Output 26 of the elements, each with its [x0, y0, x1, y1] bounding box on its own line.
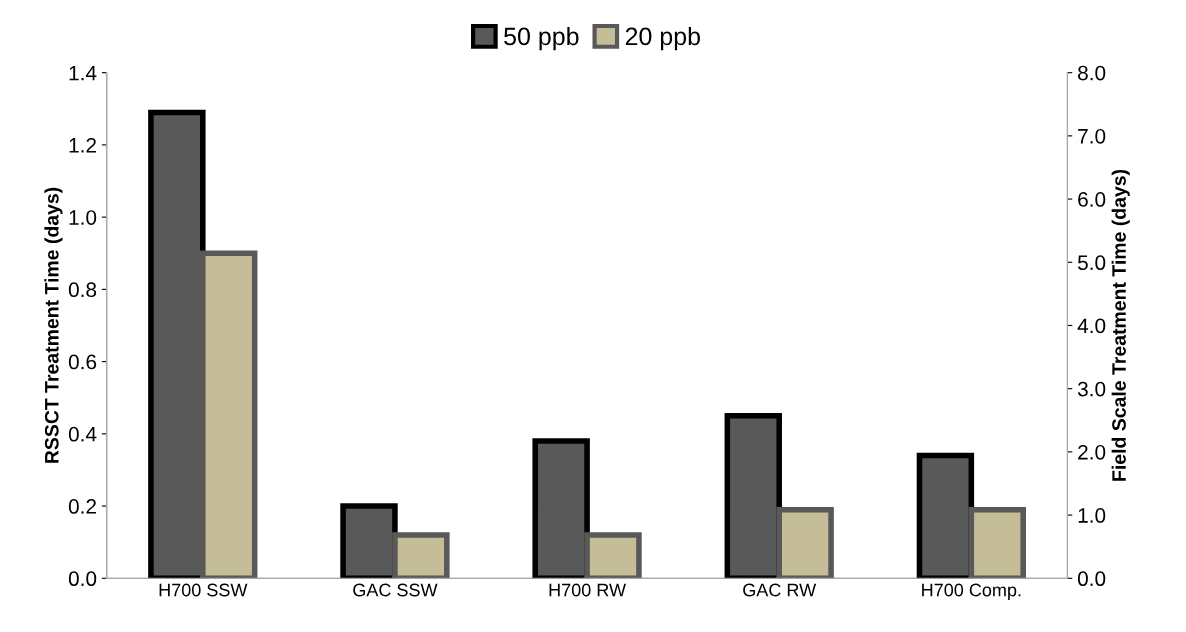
y-tick-label: 0.4: [68, 426, 97, 442]
y2-tick-label: 3.0: [1077, 381, 1106, 397]
y2-tick-label: 6.0: [1078, 192, 1106, 207]
y2-tick-label: 4.0: [1077, 318, 1106, 334]
y-tick-label: 0.6: [68, 354, 97, 370]
y-axis-title: RSSCT Treatment Time (days): [44, 187, 63, 463]
y-tick-label: 1.0: [69, 210, 97, 225]
y-tick-label: 0.0: [68, 571, 97, 587]
y2-tick-label: 1.0: [1078, 508, 1106, 523]
y-tick-label: 0.2: [68, 499, 96, 514]
legend-label: 20 ppb: [625, 26, 700, 51]
y-tick-label: 0.8: [68, 282, 97, 298]
y-tick-label: 1.2: [69, 137, 96, 153]
y2-tick-label: 7.0: [1078, 128, 1106, 144]
x-tick-label: H700 RW: [549, 583, 626, 597]
y2-tick-label: 5.0: [1077, 255, 1106, 271]
y2-tick-label: 8.0: [1078, 65, 1106, 81]
x-tick-label: GAC RW: [743, 583, 817, 597]
y2-tick-label: 0.0: [1077, 571, 1106, 587]
x-tick-label: GAC SSW: [353, 583, 438, 597]
y2-tick-label: 2.0: [1078, 444, 1106, 460]
x-tick-label: H700 SSW: [159, 583, 248, 597]
y2-axis-title: Field Scale Treatment Time (days): [1111, 169, 1130, 481]
y-tick-label: 1.4: [69, 65, 97, 81]
x-tick-label: H700 Comp.: [922, 583, 1021, 600]
legend-label: 50 ppb: [504, 26, 579, 51]
